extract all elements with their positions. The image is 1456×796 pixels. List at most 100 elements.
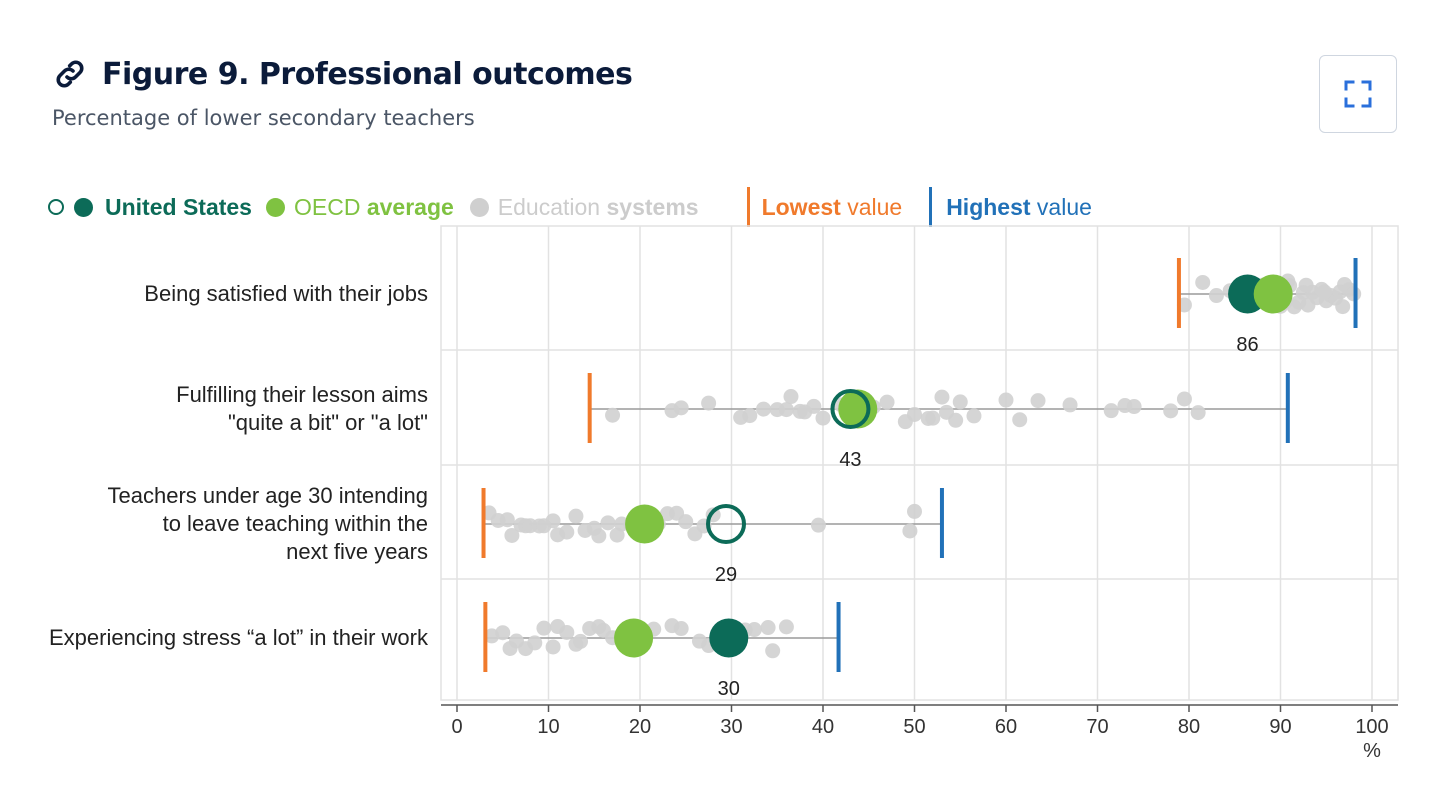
system-dot bbox=[879, 394, 895, 410]
system-dot bbox=[499, 512, 515, 528]
legend-highest-suffix: value bbox=[1030, 193, 1092, 220]
legend-lowest: Lowest value bbox=[746, 187, 903, 227]
system-dot bbox=[559, 524, 575, 540]
oecd-marker bbox=[838, 389, 878, 429]
chart-legend: United States OECD average Education sys… bbox=[48, 187, 1092, 227]
system-dot bbox=[573, 633, 589, 649]
system-dot bbox=[591, 528, 607, 544]
legend-systems-bold: systems bbox=[606, 193, 699, 220]
legend-lowest-bold: Lowest bbox=[761, 193, 841, 220]
system-dot bbox=[1163, 403, 1179, 419]
system-dot bbox=[742, 408, 758, 424]
x-tick-label: 20 bbox=[629, 716, 651, 738]
system-dot bbox=[1176, 391, 1192, 407]
oecd-marker bbox=[614, 618, 654, 658]
system-dot bbox=[783, 389, 799, 405]
system-dot bbox=[701, 395, 717, 411]
row-label-line: to leave teaching within the bbox=[163, 511, 428, 536]
x-tick-label: 0 bbox=[451, 716, 462, 738]
row-label-line: Fulfilling their lesson aims bbox=[176, 382, 428, 407]
system-dot bbox=[810, 517, 826, 533]
x-tick-label: 80 bbox=[1178, 716, 1200, 738]
legend-highest-marker bbox=[929, 187, 933, 227]
x-tick-label: 100 bbox=[1355, 716, 1388, 738]
system-dot bbox=[934, 389, 950, 405]
legend-lowest-label: Lowest value bbox=[762, 194, 903, 221]
x-axis-label: % bbox=[1363, 740, 1381, 762]
expand-icon bbox=[1344, 80, 1372, 108]
row-label-line: Being satisfied with their jobs bbox=[144, 281, 428, 306]
system-dot bbox=[907, 406, 922, 422]
legend-oecd: OECD average bbox=[265, 194, 454, 221]
x-tick-label: 70 bbox=[1086, 716, 1108, 738]
system-dot bbox=[948, 412, 964, 428]
system-dot bbox=[998, 392, 1014, 408]
system-dot bbox=[600, 515, 616, 531]
title-row: Figure 9. Professional outcomes bbox=[52, 56, 633, 92]
system-dot bbox=[504, 527, 520, 543]
row-label: Being satisfied with their jobs bbox=[144, 281, 428, 306]
legend-systems-prefix: Education bbox=[497, 193, 607, 220]
legend-systems: Education systems bbox=[469, 194, 699, 221]
system-dot bbox=[678, 514, 694, 530]
system-dot bbox=[1335, 299, 1351, 315]
us-value-label: 43 bbox=[839, 449, 861, 471]
x-tick-label: 90 bbox=[1269, 716, 1291, 738]
row-label-line: Experiencing stress “a lot” in their wor… bbox=[49, 625, 429, 650]
system-dot bbox=[545, 639, 561, 655]
plot-frame bbox=[440, 225, 1399, 701]
system-dot bbox=[1030, 393, 1046, 409]
us-marker bbox=[709, 618, 749, 658]
system-dot bbox=[746, 622, 762, 638]
legend-us-hollow-marker bbox=[48, 199, 64, 215]
chart-row: Teachers under age 30 intending to leave … bbox=[108, 483, 944, 586]
system-dot bbox=[925, 410, 941, 426]
system-dot bbox=[902, 523, 918, 539]
oecd-marker bbox=[625, 504, 665, 544]
legend-oecd-label: OECD average bbox=[294, 194, 454, 221]
row-label: Teachers under age 30 intending to leave … bbox=[108, 483, 428, 564]
row-label: Fulfilling their lesson aims "quite a bit… bbox=[176, 382, 428, 435]
x-tick-label: 40 bbox=[812, 716, 834, 738]
legend-us-marker bbox=[74, 197, 93, 217]
system-dot bbox=[815, 410, 831, 426]
link-icon[interactable] bbox=[52, 56, 88, 92]
legend-us: United States bbox=[48, 194, 252, 221]
row-label-line: "quite a bit" or "a lot" bbox=[228, 410, 428, 435]
legend-systems-label: Education systems bbox=[498, 194, 699, 221]
us-value-label: 30 bbox=[718, 678, 740, 700]
legend-oecd-prefix: OECD bbox=[293, 193, 367, 220]
system-dot bbox=[1298, 277, 1314, 293]
legend-lowest-marker bbox=[746, 187, 750, 227]
legend-us-label: United States bbox=[105, 193, 252, 220]
system-dot bbox=[1316, 284, 1332, 300]
system-dot bbox=[495, 625, 511, 641]
system-dot bbox=[765, 643, 781, 659]
legend-lowest-suffix: value bbox=[840, 193, 903, 220]
system-dot bbox=[545, 513, 561, 529]
system-dot bbox=[756, 401, 772, 417]
system-dot bbox=[673, 400, 689, 416]
figure-subtitle: Percentage of lower secondary teachers bbox=[52, 106, 475, 130]
system-dot bbox=[1195, 274, 1211, 290]
system-dot bbox=[673, 621, 689, 637]
figure-header: Figure 9. Professional outcomes Percenta… bbox=[52, 56, 633, 131]
us-value-label: 86 bbox=[1236, 334, 1258, 356]
system-dot bbox=[1208, 288, 1224, 304]
chart-row: Experiencing stress “a lot” in their wor… bbox=[49, 602, 841, 700]
row-label-line: next five years bbox=[286, 539, 428, 564]
legend-highest: Highest value bbox=[929, 187, 1092, 227]
legend-highest-label: Highest value bbox=[946, 194, 1092, 221]
system-dot bbox=[1062, 397, 1078, 413]
x-tick-label: 10 bbox=[537, 716, 559, 738]
expand-button[interactable] bbox=[1319, 55, 1397, 133]
x-tick-label: 30 bbox=[720, 716, 742, 738]
chart-row: Fulfilling their lesson aims "quite a bit… bbox=[176, 373, 1290, 471]
us-marker bbox=[830, 389, 871, 429]
system-dot bbox=[527, 635, 543, 651]
system-dot bbox=[952, 394, 968, 410]
system-dot bbox=[568, 508, 584, 524]
row-label: Experiencing stress “a lot” in their wor… bbox=[49, 625, 429, 650]
legend-systems-marker bbox=[469, 197, 489, 217]
system-dot bbox=[559, 624, 575, 640]
